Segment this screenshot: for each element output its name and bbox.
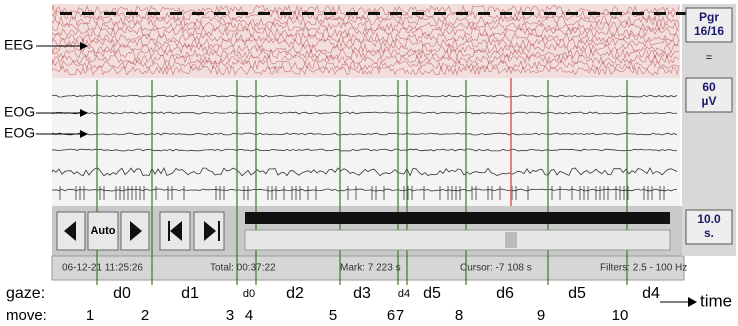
gaze-segment: d4 xyxy=(398,288,410,300)
marker-dash xyxy=(104,12,116,15)
marker-dash xyxy=(368,12,380,15)
scroll-area xyxy=(245,230,670,250)
marker-dash xyxy=(500,12,512,15)
marker-dash xyxy=(434,12,446,15)
move-marker: 2 xyxy=(141,307,149,324)
status-text: Mark: 7 223 s xyxy=(340,263,401,274)
timebase-label: 10.0 xyxy=(697,212,721,226)
scroll-thumb[interactable] xyxy=(505,232,517,248)
marker-dash xyxy=(566,12,578,15)
sensitivity-label: 60 xyxy=(702,80,716,94)
marker-dash xyxy=(302,12,314,15)
move-marker: 5 xyxy=(329,307,337,324)
move-marker: 7 xyxy=(396,307,404,324)
marker-dash xyxy=(610,12,622,15)
equals-label: = xyxy=(706,52,712,64)
arrow-head xyxy=(688,297,697,307)
move-label: move: xyxy=(6,307,47,324)
eog-label: EOG xyxy=(4,104,35,120)
status-text: Total: 00:37:22 xyxy=(210,263,276,274)
gaze-segment: d0 xyxy=(113,285,131,302)
page-label: 16/16 xyxy=(694,24,724,38)
move-marker: 3 xyxy=(226,307,234,324)
marker-dash xyxy=(412,12,424,15)
marker-dash xyxy=(588,12,600,15)
eog-label: EOG xyxy=(4,125,35,141)
marker-dash xyxy=(60,12,72,15)
auto-label: Auto xyxy=(90,225,115,237)
move-marker: 6 xyxy=(387,307,395,324)
timebase-label: s. xyxy=(704,226,714,240)
time-label: time xyxy=(700,291,732,310)
marker-dash xyxy=(390,12,402,15)
marker-dash xyxy=(192,12,204,15)
marker-dash xyxy=(148,12,160,15)
marker-dash xyxy=(456,12,468,15)
scroll-track xyxy=(245,212,670,224)
sensitivity-label: µV xyxy=(702,94,717,108)
gaze-segment: d0 xyxy=(243,288,255,300)
gaze-segment: d5 xyxy=(423,285,441,302)
marker-dash xyxy=(544,12,556,15)
page-label: Pgr xyxy=(699,10,719,24)
marker-dash xyxy=(214,12,226,15)
status-text: 06-12-21 11:25:26 xyxy=(62,263,143,274)
move-marker: 10 xyxy=(612,307,629,324)
gaze-segment: d5 xyxy=(568,285,586,302)
marker-dash xyxy=(170,12,182,15)
gaze-segment: d2 xyxy=(286,285,304,302)
marker-dash xyxy=(126,12,138,15)
marker-dash xyxy=(82,12,94,15)
gaze-segment: d6 xyxy=(496,285,514,302)
marker-dash xyxy=(324,12,336,15)
eeg-label: EEG xyxy=(4,37,34,53)
status-text: Filters: 2.5 - 100 Hz xyxy=(600,263,687,274)
move-marker: 1 xyxy=(86,307,94,324)
marker-dash xyxy=(346,12,358,15)
marker-dash xyxy=(478,12,490,15)
marker-dash xyxy=(654,12,666,15)
eog-panel xyxy=(52,78,680,208)
marker-dash xyxy=(522,12,534,15)
marker-dash xyxy=(632,12,644,15)
nav-buttons xyxy=(57,212,224,250)
screenshot: Auto Pgr 16/16 = 60 µV 10.0 s. EEG EOG E… xyxy=(0,0,738,326)
move-marker: 4 xyxy=(245,307,253,324)
move-marker: 9 xyxy=(537,307,545,324)
marker-dash xyxy=(236,12,248,15)
move-marker: 8 xyxy=(455,307,463,324)
marker-dash xyxy=(280,12,292,15)
gaze-segment: d3 xyxy=(353,285,371,302)
gaze-label: gaze: xyxy=(6,285,45,302)
status-text: Cursor: -7 108 s xyxy=(460,263,532,274)
gaze-segment: d4 xyxy=(642,285,660,302)
marker-dash xyxy=(258,12,270,15)
gaze-segment: d1 xyxy=(181,285,199,302)
